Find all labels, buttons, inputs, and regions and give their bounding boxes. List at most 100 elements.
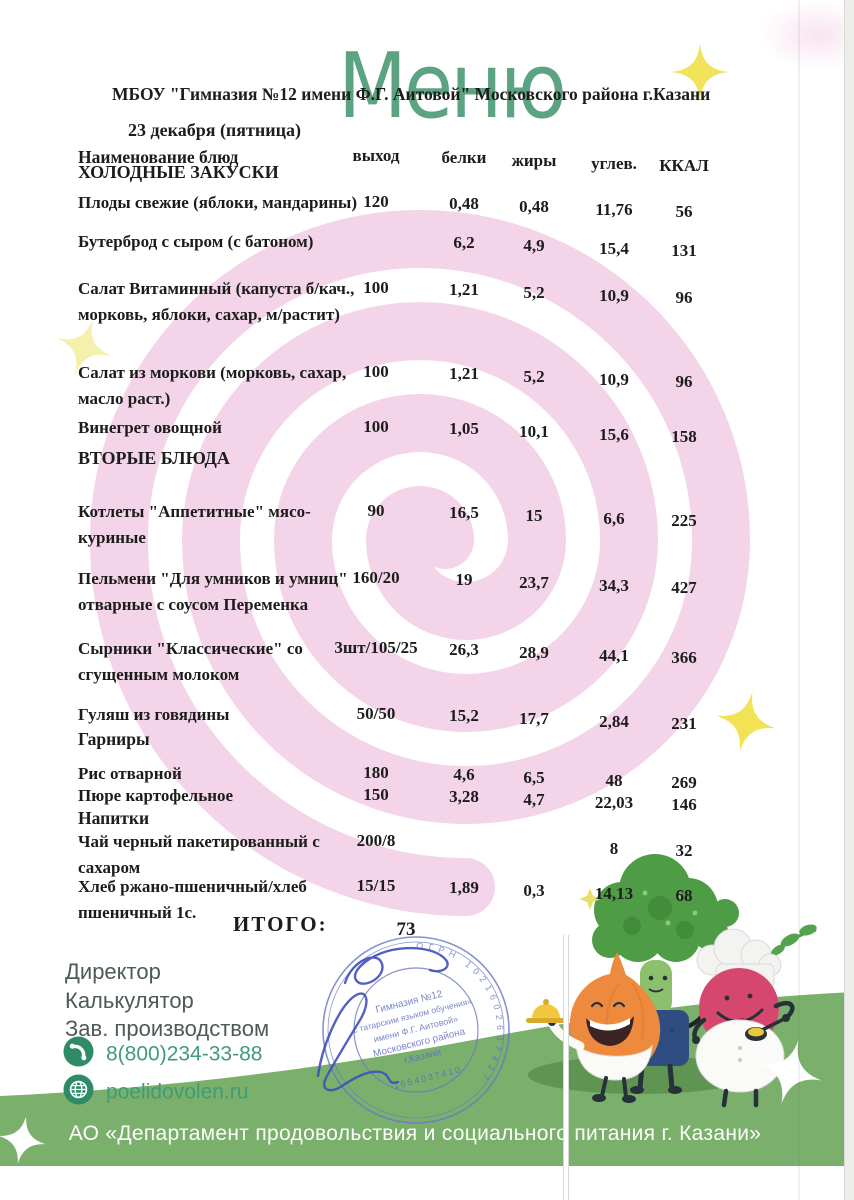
- dish-out: 180: [363, 763, 389, 782]
- column-header-protein: белки: [441, 148, 487, 167]
- dish-out: 90: [367, 501, 385, 520]
- dish-carbs: 34,3: [599, 576, 629, 595]
- dish-name: Плоды свежие (яблоки, мандарины): [78, 193, 357, 212]
- phone-icon: [63, 1036, 94, 1073]
- dish-protein: 1,21: [449, 364, 479, 383]
- dish-out: 150: [363, 785, 389, 804]
- dish-kcal: 146: [671, 795, 697, 814]
- cloche-dish-icon: [532, 1004, 560, 1018]
- dish-carbs: 2,84: [599, 712, 629, 731]
- dish-kcal: 68: [675, 886, 693, 905]
- dish-fat: 10,1: [519, 422, 549, 441]
- dish-kcal: 366: [671, 648, 697, 667]
- section-side-dishes: Гарниры: [78, 729, 150, 749]
- dish-kcal: 32: [675, 841, 693, 860]
- star-top-right-icon: [671, 43, 729, 101]
- dish-carbs: 22,03: [594, 793, 634, 812]
- dish-name: Сырники "Классические" со сгущенным моло…: [78, 639, 303, 684]
- section-cold-starters: ХОЛОДНЫЕ ЗАКУСКИ: [78, 162, 279, 182]
- column-header-kcal: ККАЛ: [659, 156, 709, 175]
- dish-name: Гуляш из говядины: [78, 705, 230, 724]
- dish-out: 3шт/105/25: [334, 638, 418, 657]
- section-main-dishes: ВТОРЫЕ БЛЮДА: [78, 448, 230, 468]
- dish-protein: 0,48: [449, 194, 479, 213]
- dish-carbs: 48: [605, 771, 623, 790]
- dish-name: Чай черный пакетированный с сахаром: [78, 832, 320, 877]
- dish-protein: 3,28: [449, 787, 479, 806]
- dish-protein: 19: [455, 570, 473, 589]
- dish-name: Пельмени "Для умников и умниц" отварные …: [78, 569, 348, 614]
- dish-fat: 23,7: [519, 573, 549, 592]
- dish-kcal: 56: [675, 202, 693, 221]
- dish-protein: 4,6: [453, 765, 475, 784]
- dish-carbs: 14,13: [594, 884, 634, 903]
- dish-carbs: 44,1: [599, 646, 629, 665]
- dish-kcal: 225: [671, 511, 697, 530]
- website-url: poelidovolen.ru: [106, 1080, 249, 1104]
- signature-top: [343, 946, 449, 985]
- footer-roles: Директор Калькулятор Зав. производством: [65, 958, 269, 1044]
- tiny-star-icon: [579, 888, 601, 910]
- star-white-bottom-left-icon: [0, 1116, 46, 1164]
- dish-carbs: 8: [609, 839, 619, 858]
- vegetable-mascots-illustration: [526, 854, 817, 1108]
- dish-kcal: 231: [671, 714, 697, 733]
- dish-name: Бутерброд с сыром (с батоном): [78, 232, 314, 251]
- dish-out: 100: [363, 417, 389, 436]
- beet-chef-mascot: [692, 924, 817, 1108]
- dish-carbs: 15,6: [599, 425, 629, 444]
- dish-name: Рис отварной: [78, 764, 182, 783]
- dish-protein: 16,5: [449, 503, 479, 522]
- dish-protein: 1,21: [449, 280, 479, 299]
- dish-out: 160/20: [352, 568, 400, 587]
- dish-name: Пюре картофельное: [78, 786, 234, 805]
- dish-out: 100: [363, 362, 389, 381]
- dish-fat: 0,3: [523, 881, 545, 900]
- dish-fat: 5,2: [523, 367, 545, 386]
- dish-carbs: 15,4: [599, 239, 629, 258]
- dish-fat: 5,2: [523, 283, 545, 302]
- column-header-fat: жиры: [511, 151, 557, 170]
- menu-title: Меню: [338, 34, 567, 139]
- globe-icon: [63, 1074, 94, 1111]
- dish-protein: 26,3: [449, 640, 479, 659]
- dish-carbs: 11,76: [595, 200, 633, 219]
- dish-out: 15/15: [356, 876, 396, 895]
- dish-carbs: 10,9: [599, 286, 629, 305]
- dish-protein: 1,89: [449, 878, 479, 897]
- dish-kcal: 96: [675, 288, 693, 307]
- dish-fat: 0,48: [519, 197, 549, 216]
- dish-fat: 6,5: [523, 768, 545, 787]
- dish-name: Хлеб ржано-пшеничный/хлеб пшеничный 1с.: [78, 877, 307, 922]
- dish-protein: 15,2: [449, 706, 479, 725]
- role-director: Директор: [65, 959, 161, 984]
- total-label: ИТОГО:: [233, 912, 328, 936]
- dish-name: Салат из моркови (морковь, сахар, масло …: [78, 363, 347, 408]
- dish-name: Винегрет овощной: [78, 418, 222, 437]
- dish-kcal: 158: [671, 427, 697, 446]
- dish-fat: 15: [525, 506, 543, 525]
- dish-carbs: 6,6: [603, 509, 625, 528]
- section-drinks: Напитки: [78, 808, 150, 828]
- dish-out: 100: [363, 278, 389, 297]
- date-line: 23 декабря (пятница): [128, 120, 301, 140]
- organization-line: МБОУ "Гимназия №12 имени Ф.Г. Аитовой" М…: [112, 84, 711, 104]
- role-calculator: Калькулятор: [65, 987, 194, 1013]
- dish-name: Салат Витаминный (капуста б/кач., морков…: [78, 279, 355, 324]
- star-right-middle-icon: [715, 691, 777, 753]
- dish-out: 50/50: [356, 704, 396, 723]
- dish-kcal: 96: [675, 372, 693, 391]
- column-header-out: выход: [352, 146, 400, 165]
- star-white-bottom-right-icon: [758, 1040, 822, 1104]
- dish-fat: 28,9: [519, 643, 549, 662]
- dish-kcal: 427: [671, 578, 697, 597]
- signature-bottom: [316, 992, 400, 1092]
- onion-mascot: [526, 952, 661, 1103]
- role-production-manager: Зав. производством: [65, 1016, 270, 1041]
- band-caption: АО «Департамент продовольствия и социаль…: [68, 1122, 762, 1145]
- dish-kcal: 269: [671, 773, 697, 792]
